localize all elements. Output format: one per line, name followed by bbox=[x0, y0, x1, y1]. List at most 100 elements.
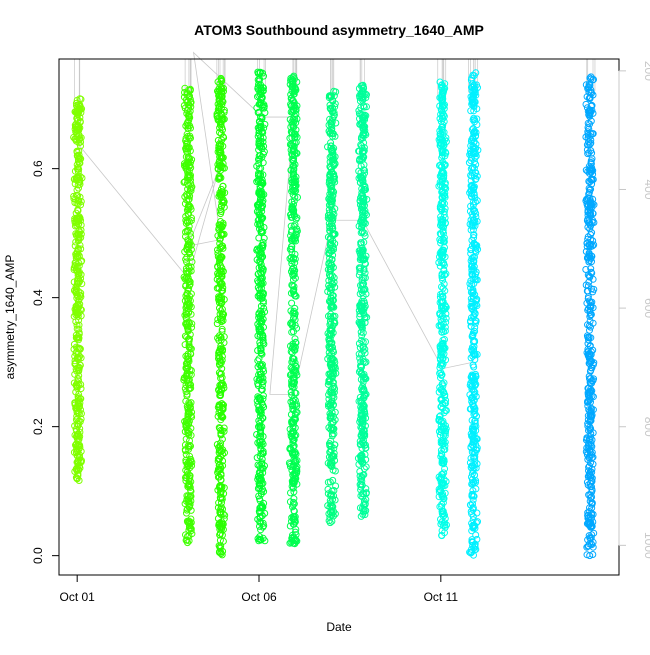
data-point bbox=[253, 454, 261, 462]
data-point bbox=[257, 424, 264, 432]
data-point bbox=[588, 483, 595, 491]
data-point bbox=[258, 362, 266, 370]
data-point bbox=[218, 522, 226, 530]
data-point bbox=[438, 500, 446, 508]
data-point bbox=[357, 82, 365, 90]
data-point bbox=[360, 387, 368, 395]
data-point bbox=[289, 471, 297, 479]
data-point bbox=[217, 550, 225, 558]
data-point bbox=[590, 529, 598, 537]
data-point bbox=[182, 417, 190, 424]
data-point bbox=[75, 275, 83, 283]
data-point bbox=[327, 490, 335, 498]
data-point bbox=[582, 197, 590, 205]
data-point bbox=[256, 533, 264, 541]
data-point bbox=[290, 283, 298, 290]
data-point bbox=[471, 453, 479, 461]
data-point bbox=[470, 150, 478, 158]
data-point bbox=[586, 219, 594, 227]
data-point bbox=[187, 412, 195, 419]
data-point bbox=[291, 469, 299, 476]
data-point bbox=[468, 347, 476, 355]
data-point bbox=[216, 235, 224, 243]
data-point bbox=[439, 404, 447, 412]
data-point bbox=[187, 497, 195, 505]
data-point bbox=[325, 260, 333, 268]
data-point bbox=[582, 266, 590, 273]
data-point bbox=[255, 100, 263, 108]
data-point bbox=[439, 307, 447, 315]
data-point bbox=[473, 276, 481, 284]
data-point bbox=[469, 426, 477, 434]
data-point bbox=[359, 125, 367, 133]
data-point bbox=[185, 278, 193, 285]
data-point bbox=[187, 519, 195, 527]
data-point bbox=[187, 424, 195, 432]
data-point bbox=[329, 192, 337, 200]
data-point bbox=[255, 177, 262, 185]
data-point bbox=[183, 246, 191, 254]
data-point bbox=[185, 171, 193, 179]
data-point bbox=[289, 205, 297, 213]
data-point bbox=[218, 193, 226, 201]
data-point bbox=[214, 457, 222, 465]
data-point bbox=[469, 400, 477, 408]
data-point bbox=[438, 198, 446, 206]
data-point bbox=[290, 267, 298, 275]
data-point bbox=[215, 347, 223, 355]
data-point bbox=[215, 175, 223, 183]
data-point bbox=[74, 155, 82, 163]
data-point bbox=[327, 139, 335, 147]
data-point bbox=[185, 237, 193, 245]
data-point bbox=[216, 381, 224, 389]
data-point bbox=[76, 180, 84, 188]
data-point bbox=[440, 345, 448, 352]
data-point bbox=[184, 210, 192, 218]
data-point bbox=[74, 438, 82, 446]
data-point bbox=[291, 343, 299, 351]
data-point bbox=[255, 417, 263, 425]
data-point bbox=[437, 453, 445, 461]
data-point bbox=[73, 475, 81, 483]
data-point bbox=[585, 463, 593, 471]
data-point bbox=[439, 252, 447, 259]
data-point bbox=[438, 503, 446, 511]
data-point bbox=[356, 256, 364, 264]
data-point bbox=[362, 444, 370, 452]
data-point bbox=[181, 385, 189, 392]
data-point bbox=[585, 88, 593, 96]
data-point bbox=[184, 470, 192, 478]
data-point bbox=[330, 425, 338, 433]
data-point bbox=[472, 91, 480, 99]
data-point bbox=[469, 116, 477, 124]
data-point bbox=[217, 300, 225, 307]
data-point bbox=[72, 250, 80, 258]
data-point bbox=[440, 280, 448, 288]
data-point bbox=[255, 327, 263, 335]
data-point bbox=[471, 198, 479, 206]
data-point bbox=[184, 335, 192, 343]
data-point bbox=[439, 382, 447, 390]
data-point bbox=[328, 277, 336, 285]
data-point bbox=[218, 495, 226, 503]
data-point bbox=[291, 274, 299, 282]
data-point bbox=[360, 297, 368, 305]
right-tick-label: 800 bbox=[642, 417, 650, 437]
data-point bbox=[78, 457, 85, 464]
data-point bbox=[329, 104, 336, 112]
data-point bbox=[436, 293, 444, 301]
data-point bbox=[467, 246, 475, 254]
data-point bbox=[257, 475, 265, 483]
data-point bbox=[471, 222, 479, 230]
data-point bbox=[330, 401, 337, 409]
data-point bbox=[438, 302, 445, 310]
data-point bbox=[465, 159, 473, 167]
data-point bbox=[468, 333, 476, 341]
data-point bbox=[438, 362, 446, 370]
y-tick-label: 0.4 bbox=[31, 289, 45, 306]
data-point bbox=[182, 536, 190, 544]
data-point bbox=[360, 161, 368, 169]
data-point bbox=[587, 398, 594, 406]
data-point bbox=[259, 69, 266, 77]
data-point bbox=[467, 216, 475, 224]
